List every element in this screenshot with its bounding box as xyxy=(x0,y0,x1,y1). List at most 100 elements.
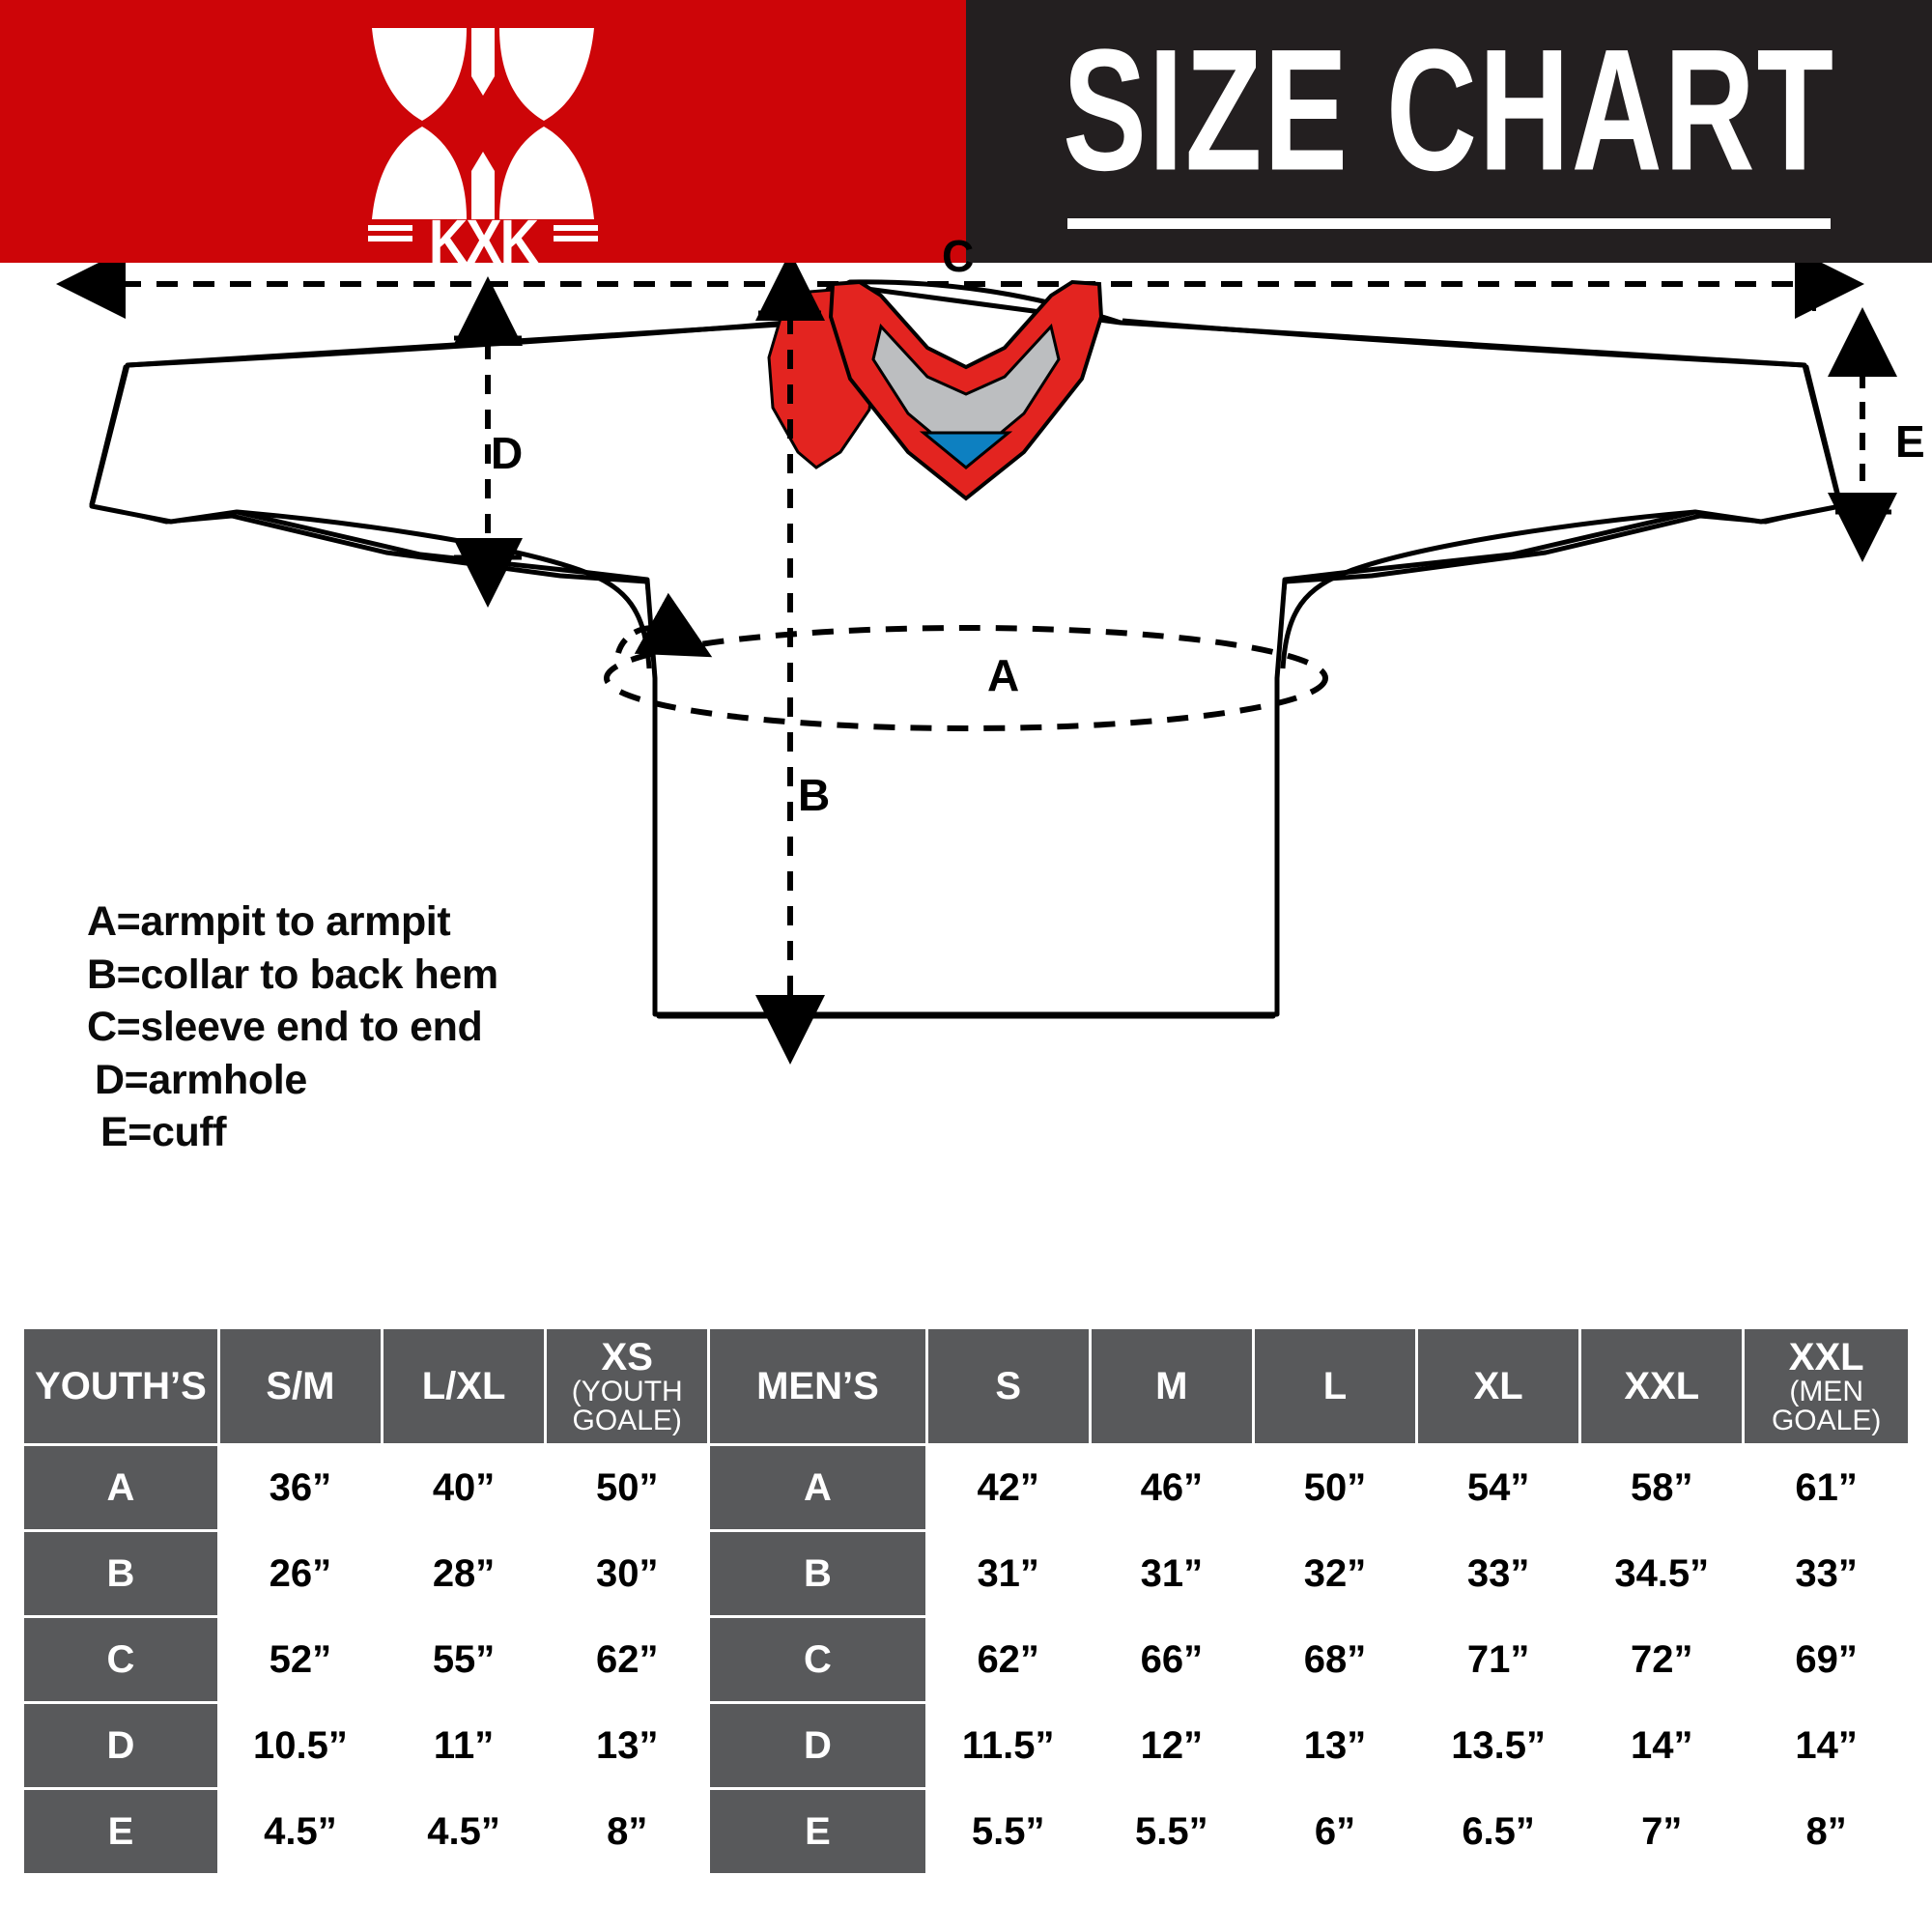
cell-youth-b-sm: 26” xyxy=(219,1532,381,1615)
cell-youth-a-lxl: 40” xyxy=(384,1446,545,1529)
size-table: YOUTH’S S/M L/XL XS (YOUTH GOALE) MEN’S xyxy=(21,1326,1911,1876)
cell-men-b-s: 31” xyxy=(927,1532,1089,1615)
header-cell-xs-sub: (YOUTH GOALE) xyxy=(571,1376,683,1436)
cell-men-a-xxlg: 61” xyxy=(1745,1446,1908,1529)
header-cell-lxl-big: L/XL xyxy=(421,1365,506,1407)
collar-group xyxy=(828,279,1104,501)
cell-youth-c-xs: 62” xyxy=(547,1618,708,1701)
row-label-youth-d: D xyxy=(24,1704,217,1787)
cell-men-c-l: 68” xyxy=(1254,1618,1416,1701)
header-cell-s: S xyxy=(927,1329,1089,1443)
table-header-row: YOUTH’S S/M L/XL XS (YOUTH GOALE) MEN’S xyxy=(24,1329,1908,1443)
header-cell-m-big: M xyxy=(1155,1365,1188,1407)
cell-youth-a-xs: 50” xyxy=(547,1446,708,1529)
header-cell-xl-big: XL xyxy=(1473,1365,1523,1407)
row-label-youth-e: E xyxy=(24,1790,217,1873)
label-b: B xyxy=(798,770,831,820)
legend-line-b: B=collar to back hem xyxy=(87,951,498,998)
legend-line-e: E=cuff xyxy=(100,1109,227,1156)
cell-men-a-m: 46” xyxy=(1091,1446,1252,1529)
cell-men-e-l: 6” xyxy=(1254,1790,1416,1873)
row-label-men-b: B xyxy=(710,1532,925,1615)
cell-men-b-l: 32” xyxy=(1254,1532,1416,1615)
header-cell-sm: S/M xyxy=(219,1329,381,1443)
row-label-men-e: E xyxy=(710,1790,925,1873)
collar-blue-wedge xyxy=(919,431,1013,469)
header-cell-xxl: XXL xyxy=(1581,1329,1743,1443)
table-row: C 52” 55” 62” C 62” 66” 68” 71” 72” 69” xyxy=(24,1618,1908,1701)
cell-men-a-s: 42” xyxy=(927,1446,1089,1529)
label-e: E xyxy=(1895,416,1925,467)
row-label-men-a: A xyxy=(710,1446,925,1529)
page-title: SIZE CHART xyxy=(1063,12,1835,207)
header-cell-youths: YOUTH’S xyxy=(24,1329,217,1443)
cell-youth-b-lxl: 28” xyxy=(384,1532,545,1615)
cell-youth-e-sm: 4.5” xyxy=(219,1790,381,1873)
header-cell-xs-youth-goale: XS (YOUTH GOALE) xyxy=(547,1329,708,1443)
right-shoulder-line xyxy=(1122,318,1805,368)
a-arrow-head xyxy=(615,592,713,658)
header-cell-xxlg-sub: (MEN GOALE) xyxy=(1771,1376,1882,1436)
cell-youth-c-sm: 52” xyxy=(219,1618,381,1701)
jersey-illustration xyxy=(56,263,1897,1065)
cell-men-d-xxl: 14” xyxy=(1581,1704,1743,1787)
legend-line-a: A=armpit to armpit xyxy=(87,898,451,945)
title-underline xyxy=(1067,217,1831,229)
header-cell-l-big: L xyxy=(1322,1365,1348,1407)
cell-men-e-s: 5.5” xyxy=(927,1790,1089,1873)
brand-panel: KXK xyxy=(0,0,966,276)
kxk-logo-mark xyxy=(368,28,598,242)
kxk-logo: KXK xyxy=(362,20,604,276)
cell-men-b-xxl: 34.5” xyxy=(1581,1532,1743,1615)
header-cell-xxlg-big: XXL xyxy=(1788,1336,1864,1378)
collar-red-band xyxy=(828,279,1104,501)
label-c: C xyxy=(942,231,975,281)
cell-youth-d-sm: 10.5” xyxy=(219,1704,381,1787)
cell-men-b-m: 31” xyxy=(1091,1532,1252,1615)
cell-men-b-xl: 33” xyxy=(1418,1532,1579,1615)
cell-men-d-s: 11.5” xyxy=(927,1704,1089,1787)
header-cell-m: M xyxy=(1091,1329,1252,1443)
cell-youth-c-lxl: 55” xyxy=(384,1618,545,1701)
cell-men-d-xl: 13.5” xyxy=(1418,1704,1579,1787)
header-cell-xxl-big: XXL xyxy=(1624,1365,1700,1407)
header-cell-mens-big: MEN’S xyxy=(756,1365,879,1407)
row-label-men-d: D xyxy=(710,1704,925,1787)
jersey-diagram: C D E A B A=armpit to armpit B=collar to… xyxy=(0,234,1932,1316)
header-cell-lxl: L/XL xyxy=(384,1329,545,1443)
legend-line-d: D=armhole xyxy=(95,1056,307,1103)
cell-youth-e-xs: 8” xyxy=(547,1790,708,1873)
header-cell-l: L xyxy=(1254,1329,1416,1443)
cell-men-c-xxl: 72” xyxy=(1581,1618,1743,1701)
cell-youth-a-sm: 36” xyxy=(219,1446,381,1529)
cell-men-e-xl: 6.5” xyxy=(1418,1790,1579,1873)
title-panel: SIZE CHART xyxy=(966,0,1932,263)
cell-men-c-xxlg: 69” xyxy=(1745,1618,1908,1701)
label-a: A xyxy=(987,650,1020,700)
table-row: E 4.5” 4.5” 8” E 5.5” 5.5” 6” 6.5” 7” 8” xyxy=(24,1790,1908,1873)
cell-men-d-m: 12” xyxy=(1091,1704,1252,1787)
header-cell-s-big: S xyxy=(995,1365,1022,1407)
header-cell-youths-big: YOUTH’S xyxy=(35,1365,207,1407)
header-cell-mens: MEN’S xyxy=(710,1329,925,1443)
legend-line-c: C=sleeve end to end xyxy=(87,1004,483,1051)
table-row: A 36” 40” 50” A 42” 46” 50” 54” 58” 61” xyxy=(24,1446,1908,1529)
cell-men-a-xxl: 58” xyxy=(1581,1446,1743,1529)
header-cell-sm-big: S/M xyxy=(266,1365,335,1407)
row-label-youth-a: A xyxy=(24,1446,217,1529)
size-table-wrapper: YOUTH’S S/M L/XL XS (YOUTH GOALE) MEN’S xyxy=(21,1326,1911,1876)
cell-men-e-xxl: 7” xyxy=(1581,1790,1743,1873)
jersey-silhouette xyxy=(89,281,1843,1017)
table-row: B 26” 28” 30” B 31” 31” 32” 33” 34.5” 33… xyxy=(24,1532,1908,1615)
row-label-youth-b: B xyxy=(24,1532,217,1615)
cell-youth-d-lxl: 11” xyxy=(384,1704,545,1787)
cell-men-a-xl: 54” xyxy=(1418,1446,1579,1529)
header-cell-xl: XL xyxy=(1418,1329,1579,1443)
cell-youth-e-lxl: 4.5” xyxy=(384,1790,545,1873)
cell-men-b-xxlg: 33” xyxy=(1745,1532,1908,1615)
a-chest-ellipse xyxy=(604,625,1328,731)
cell-men-c-m: 66” xyxy=(1091,1618,1252,1701)
cell-men-c-xl: 71” xyxy=(1418,1618,1579,1701)
row-label-youth-c: C xyxy=(24,1618,217,1701)
